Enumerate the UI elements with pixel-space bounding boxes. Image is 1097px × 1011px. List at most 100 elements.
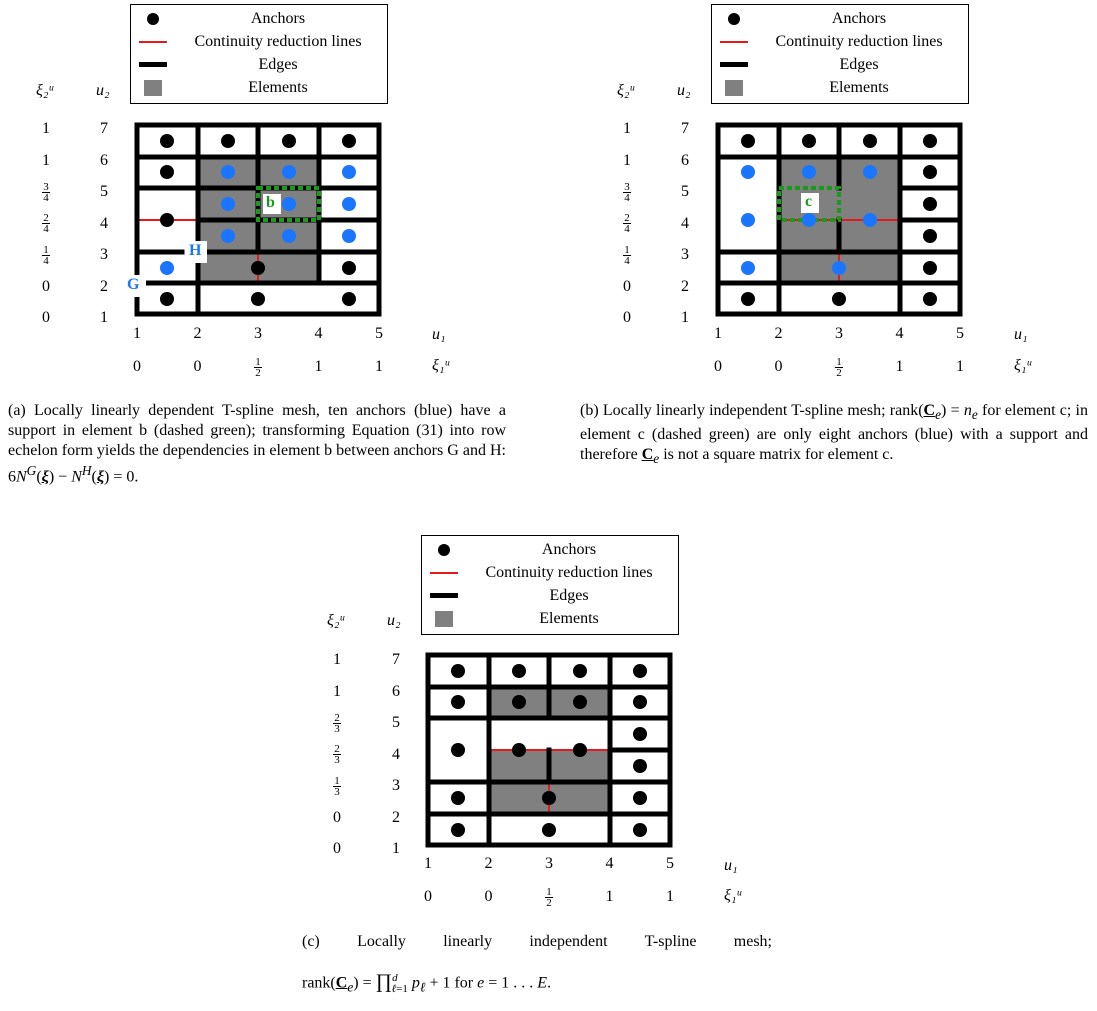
xi2-tick-label: 0	[333, 840, 341, 857]
anchor	[342, 134, 356, 148]
element-b-label: b	[266, 194, 275, 211]
anchor	[451, 743, 465, 757]
anchor	[741, 134, 755, 148]
xi2-tick-label: 0	[42, 309, 50, 326]
anchor-symbol	[147, 13, 159, 25]
v-tick-label: 3	[392, 777, 400, 794]
xi2-tick-label: 1	[623, 151, 631, 169]
anchor-blue	[221, 197, 235, 211]
v-tick-label: 1	[100, 309, 108, 326]
xi1-tick-label: 0	[484, 888, 493, 905]
v-tick-label: 7	[100, 120, 108, 137]
v-tick-label: 7	[681, 120, 689, 137]
y-index-label: u₂	[677, 82, 691, 99]
panel-b: Anchors Continuity reduction lines Edges…	[580, 4, 1088, 467]
xi1-tick-label: 0	[424, 888, 432, 905]
element-b-outline	[256, 186, 321, 222]
anchor	[512, 664, 526, 678]
caption-c-line1: (c) Locally linearly independent T-splin…	[302, 933, 772, 950]
xi1-tick-label: 1	[956, 358, 964, 375]
anchor	[573, 695, 587, 709]
y-param-label: ξ₂ᵘ	[617, 82, 635, 99]
x-index-label: u₁	[432, 326, 446, 343]
element-c-label: c	[805, 193, 813, 210]
v-tick-label: 3	[100, 246, 108, 263]
u-tick-label: 4	[605, 855, 614, 872]
v-tick-label: 6	[100, 151, 108, 169]
xi2-tick-label: 0	[623, 277, 631, 295]
anchor	[451, 823, 465, 837]
v-tick-label: 2	[100, 277, 108, 295]
u-tick-label: 1	[424, 855, 432, 872]
mesh-a	[124, 122, 382, 317]
y-param-label: ξ₂ᵘ	[327, 612, 345, 629]
xi2-tick-label: 0	[333, 808, 341, 826]
anchor	[160, 134, 174, 148]
legend-continuity: Continuity reduction lines	[194, 33, 362, 50]
anchor-blue	[863, 165, 877, 179]
y-index-label: u₂	[96, 82, 110, 99]
y-index-label: u₂	[387, 612, 401, 629]
anchor	[160, 213, 174, 227]
v-tick-label: 4	[100, 214, 108, 232]
anchor	[542, 823, 556, 837]
anchor-blue	[282, 197, 296, 211]
xi1-tick-label: 1	[314, 358, 323, 375]
xi2-tick-label: 1	[333, 682, 341, 700]
anchor-blue	[342, 229, 356, 243]
x-index-label: u₁	[1014, 326, 1028, 343]
u-tick-label: 5	[666, 855, 674, 872]
anchor	[512, 695, 526, 709]
anchor	[160, 165, 174, 179]
caption-b: (b) Locally linearly independent T-splin…	[580, 402, 1088, 467]
anchor	[923, 261, 937, 275]
u-tick-label: 4	[314, 325, 323, 342]
x-index-label: u₁	[724, 857, 738, 874]
continuity-symbol	[139, 41, 167, 43]
v-tick-label: 4	[681, 214, 689, 232]
u-tick-label: 1	[133, 325, 141, 342]
xi2-tick-label: 0	[42, 277, 50, 295]
legend-c: Anchors Continuity reduction lines Edges…	[421, 535, 679, 635]
anchor-blue	[282, 229, 296, 243]
legend-edges: Edges	[258, 56, 298, 73]
xi1-tick-label: 0	[774, 358, 783, 375]
anchor-h-label: H	[189, 242, 202, 259]
anchor-blue	[282, 165, 296, 179]
anchor-blue	[741, 165, 755, 179]
anchor	[221, 134, 235, 148]
anchor-symbol	[438, 544, 450, 556]
continuity-symbol	[430, 572, 458, 574]
anchor-blue	[221, 165, 235, 179]
anchor	[923, 134, 937, 148]
legend-edges: Edges	[549, 587, 589, 604]
anchor-g-label: G	[127, 276, 140, 293]
x-param-label: ξ₁ᵘ	[432, 357, 450, 374]
anchor	[633, 695, 647, 709]
element-symbol	[435, 611, 453, 627]
anchor-blue	[342, 197, 356, 211]
u-tick-label: 4	[895, 325, 904, 342]
anchor	[512, 743, 526, 757]
anchor	[633, 823, 647, 837]
anchor	[863, 134, 877, 148]
xi2-tick-label: 1	[333, 651, 341, 668]
anchor-symbol	[728, 13, 740, 25]
v-tick-label: 1	[392, 840, 400, 857]
anchor	[633, 791, 647, 805]
v-tick-label: 5	[100, 183, 108, 200]
anchor	[542, 791, 556, 805]
u-tick-label: 2	[484, 855, 493, 872]
v-tick-label: 6	[392, 682, 400, 700]
xi2-tick-label: 1	[42, 151, 50, 169]
anchor-blue	[160, 261, 174, 275]
anchor	[573, 743, 587, 757]
anchor	[451, 791, 465, 805]
